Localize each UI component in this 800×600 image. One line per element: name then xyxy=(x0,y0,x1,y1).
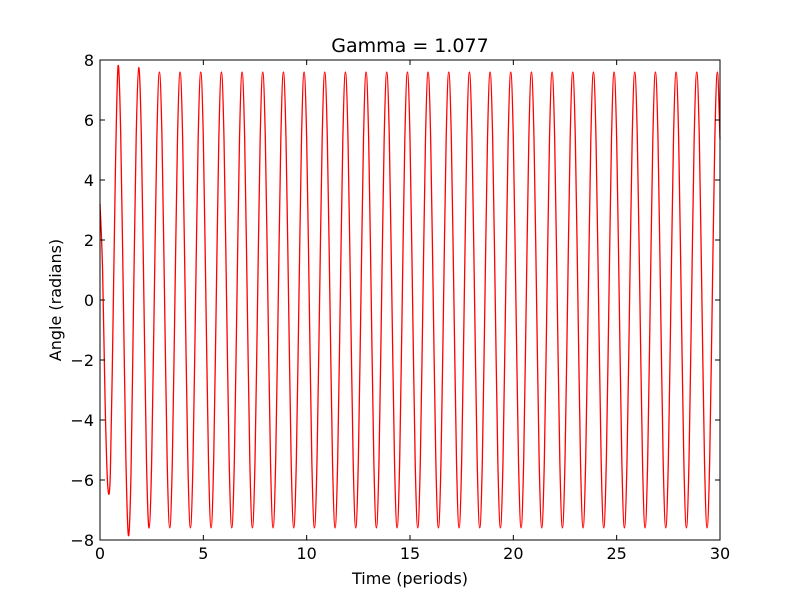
x-tick-label: 5 xyxy=(198,544,208,563)
x-tick-label: 20 xyxy=(503,544,523,563)
data-line xyxy=(99,64,721,537)
x-tick-label: 0 xyxy=(95,544,105,563)
y-axis-label: Angle (radians) xyxy=(46,239,65,361)
y-tick-label: −2 xyxy=(70,351,94,370)
y-tick-label: 2 xyxy=(84,231,94,250)
x-tick-label: 30 xyxy=(710,544,730,563)
y-tick-label: 8 xyxy=(84,51,94,70)
y-tick-label: 6 xyxy=(84,111,94,130)
x-tick-label: 15 xyxy=(400,544,420,563)
x-tick-label: 10 xyxy=(296,544,316,563)
y-tick-label: 0 xyxy=(84,291,94,310)
chart-title: Gamma = 1.077 xyxy=(331,35,488,57)
x-axis-label: Time (periods) xyxy=(351,569,468,588)
y-tick-label: −6 xyxy=(70,471,94,490)
x-tick-label: 25 xyxy=(606,544,626,563)
y-tick-label: 4 xyxy=(84,171,94,190)
y-tick-label: −8 xyxy=(70,531,94,550)
y-tick-label: −4 xyxy=(70,411,94,430)
